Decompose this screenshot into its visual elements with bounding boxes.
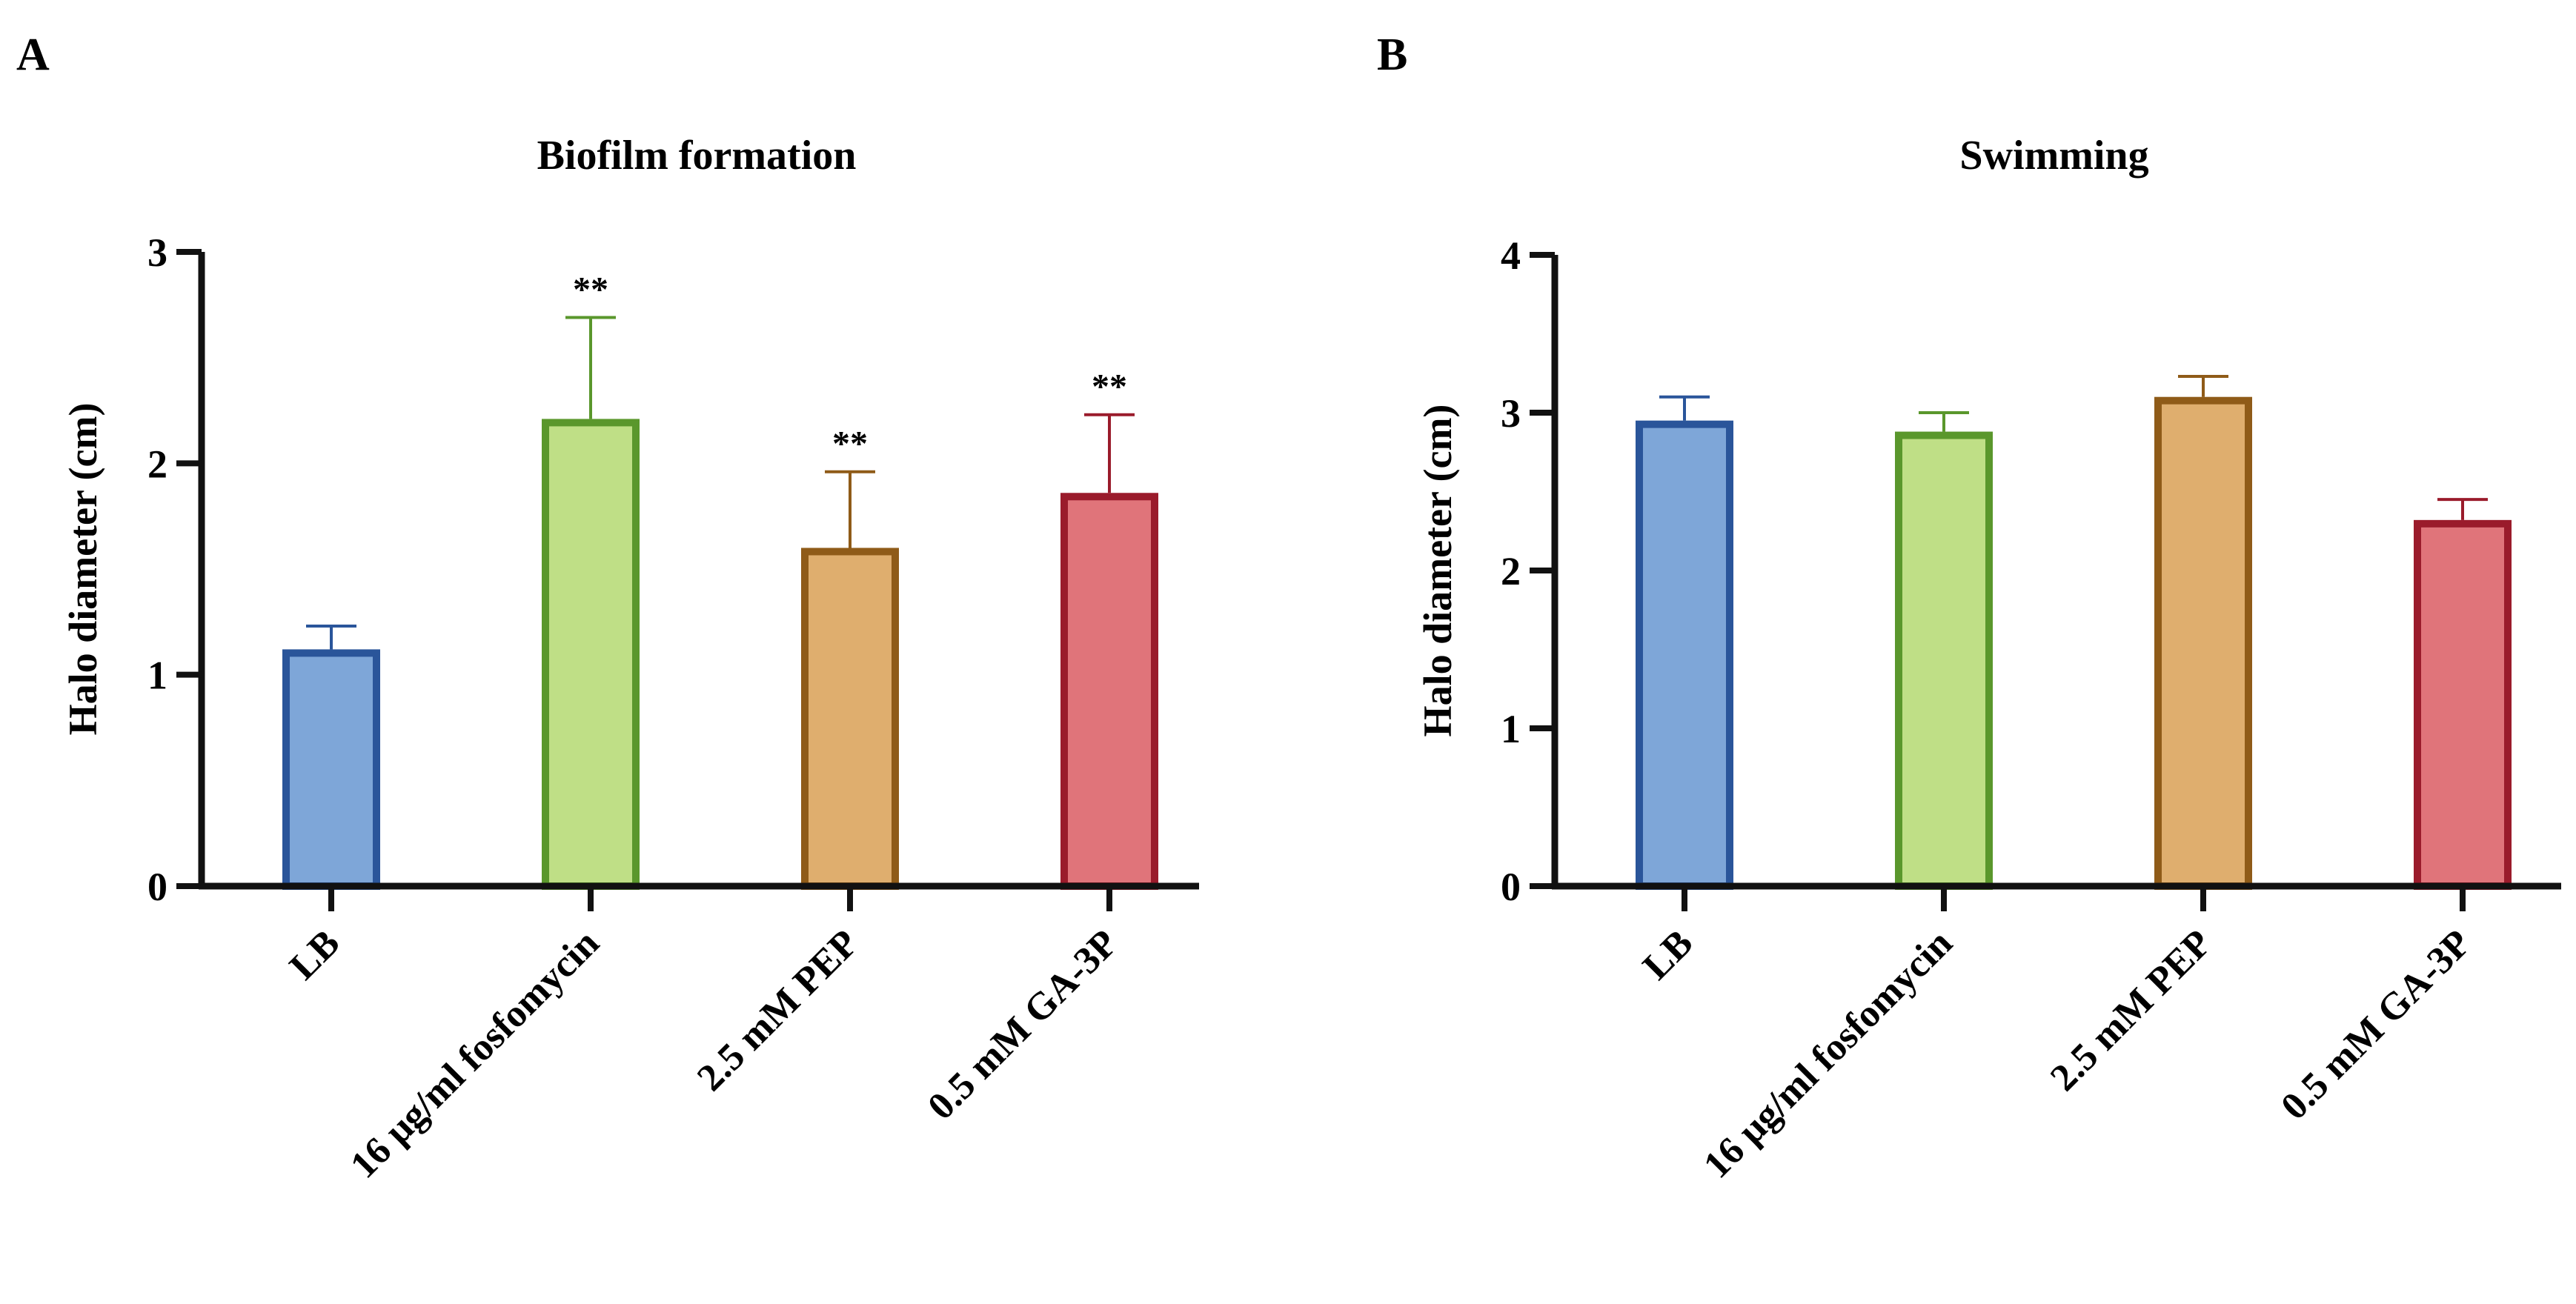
y-tick-label: 3 [147,230,167,275]
bar [542,419,640,890]
bar [282,649,380,891]
significance-marker: ** [1092,367,1127,407]
y-tick-label: 4 [1501,233,1521,278]
x-tick-label: 16 μg/ml fosfomycin [342,922,607,1186]
bar [1636,420,1733,890]
y-tick-label: 1 [147,653,167,698]
chart-panel-A: A Biofilm formation Halo diameter (cm) LB **… [16,30,1199,1187]
bar [2414,519,2512,891]
x-tick-label: 2.5 mM PEP [689,922,866,1099]
bar [801,548,899,890]
y-tick-label: 1 [1501,707,1521,751]
y-axis-label: Halo diameter (cm) [61,403,105,736]
x-tick-label: 16 μg/ml fosfomycin [1696,922,1960,1186]
x-tick-label: LB [282,922,348,988]
x-tick-label: 0.5 mM GA-3P [2273,922,2479,1128]
y-tick-label: 2 [147,442,167,486]
y-tick-label: 3 [1501,391,1521,436]
y-tick-label: 0 [147,865,167,909]
y-tick-label: 0 [1501,865,1521,909]
bar [1060,493,1158,890]
x-tick-label: 0.5 mM GA-3P [920,922,1126,1128]
bar [2154,396,2252,890]
significance-marker: ** [573,270,608,309]
x-tick-label: 2.5 mM PEP [2042,922,2220,1099]
chart-title: Swimming [1959,133,2148,179]
panel-label: B [1377,30,1407,80]
significance-marker: ** [832,425,868,464]
x-tick-label: LB [1635,922,1701,988]
bar [1895,431,1993,890]
y-axis-label: Halo diameter (cm) [1415,405,1460,737]
y-tick-label: 2 [1501,549,1521,593]
panel-label: A [16,30,50,80]
chart-title: Biofilm formation [537,133,857,179]
